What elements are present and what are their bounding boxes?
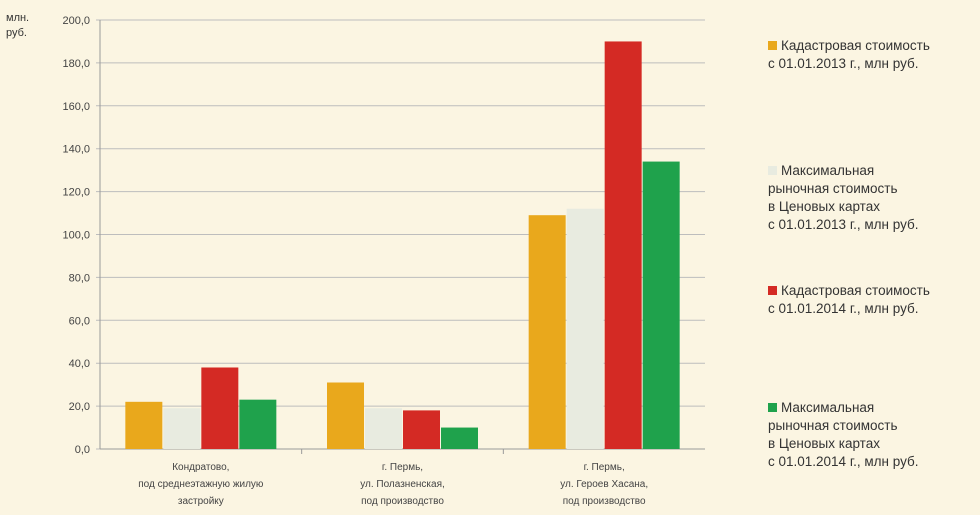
x-category-label: г. Пермь, (382, 462, 423, 473)
legend-label: с 01.01.2014 г., млн руб. (768, 301, 918, 316)
y-unit-label: млн. (6, 12, 29, 24)
legend-label: рыночная стоимость (768, 418, 898, 433)
y-tick-label: 200,0 (62, 15, 90, 27)
bar (566, 208, 604, 449)
legend-label: с 01.01.2014 г., млн руб. (768, 454, 918, 469)
legend-label: Кадастровая стоимость (781, 38, 930, 53)
x-category-label: застройку (178, 496, 224, 507)
y-tick-label: 40,0 (69, 358, 90, 370)
x-category-label: под производство (563, 496, 646, 507)
legend-label: в Ценовых картах (768, 436, 880, 451)
y-tick-label: 100,0 (62, 230, 90, 242)
bar (365, 408, 402, 449)
y-tick-label: 80,0 (69, 272, 90, 284)
x-category-label: Кондратово, (172, 462, 229, 473)
bar (604, 41, 642, 449)
bar (201, 367, 239, 449)
y-tick-label: 20,0 (69, 401, 90, 413)
bar (327, 382, 364, 449)
legend-swatch (768, 166, 777, 175)
x-category-label: г. Пермь, (584, 462, 625, 473)
legend-label: рыночная стоимость (768, 181, 898, 196)
y-tick-label: 120,0 (62, 187, 90, 199)
legend-swatch (768, 41, 777, 50)
bar (125, 401, 163, 449)
x-category-label: ул. Полазненская, (360, 479, 445, 490)
bar (528, 215, 566, 449)
x-category-label: под производство (361, 496, 444, 507)
y-tick-label: 60,0 (69, 315, 90, 327)
legend-label: с 01.01.2013 г., млн руб. (768, 56, 918, 71)
legend-swatch (768, 286, 777, 295)
x-category-label: под среднеэтажную жилую (138, 479, 264, 490)
legend-label: в Ценовых картах (768, 199, 880, 214)
y-tick-label: 180,0 (62, 58, 90, 70)
legend-label: Максимальная (781, 163, 874, 178)
y-tick-label: 160,0 (62, 101, 90, 113)
legend-label: Кадастровая стоимость (781, 283, 930, 298)
x-category-label: ул. Героев Хасана, (560, 479, 648, 490)
legend-label: с 01.01.2013 г., млн руб. (768, 217, 918, 232)
y-unit-label: руб. (6, 27, 27, 39)
bar (239, 399, 277, 449)
legend-swatch (768, 403, 777, 412)
bar (441, 427, 478, 449)
y-tick-label: 0,0 (75, 444, 90, 456)
legend-label: Максимальная (781, 400, 874, 415)
bar (642, 161, 680, 449)
y-tick-label: 140,0 (62, 144, 90, 156)
bar (403, 410, 440, 449)
bar (163, 408, 201, 449)
